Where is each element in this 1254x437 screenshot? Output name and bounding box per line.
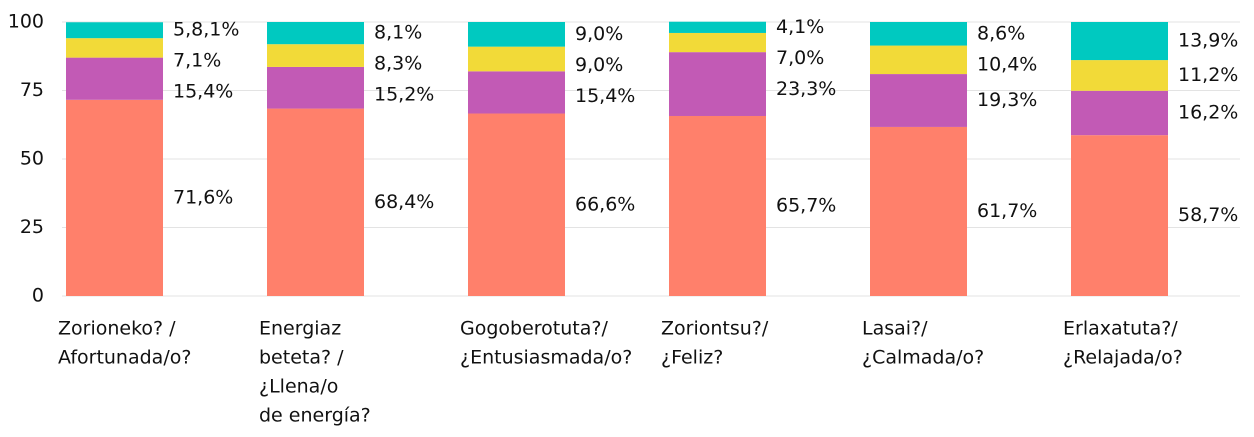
bar-segment	[1071, 22, 1168, 61]
x-tick-label: Zorioneko? /	[58, 318, 176, 340]
x-tick-label: Gogoberotuta?/	[460, 318, 608, 340]
data-label: 11,2%	[1178, 64, 1238, 86]
data-label: 8,1%	[374, 22, 422, 44]
bar-segment	[66, 57, 163, 100]
data-label: 61,7%	[977, 200, 1037, 222]
data-label: 15,4%	[575, 85, 635, 107]
bar-segment	[267, 22, 364, 45]
x-tick-label: Lasai?/	[862, 318, 928, 340]
bar-segment	[66, 99, 163, 296]
bar-segment	[267, 108, 364, 296]
y-tick-label: 25	[20, 216, 44, 238]
data-label: 4,1%	[776, 16, 824, 38]
data-label: 65,7%	[776, 194, 836, 216]
x-tick-label: de energía?	[259, 405, 371, 427]
bar-segment	[267, 66, 364, 109]
data-label: 15,4%	[173, 81, 233, 103]
data-label: 8,3%	[374, 53, 422, 75]
x-tick-label: beteta? /	[259, 347, 344, 369]
bar-segment	[669, 32, 766, 53]
x-tick-label: ¿Entusiasmada/o?	[460, 347, 632, 369]
x-tick-label: ¿Relajada/o?	[1063, 347, 1183, 369]
bar-segment	[468, 22, 565, 47]
y-tick-label: 75	[20, 79, 44, 101]
x-tick-label: ¿Feliz?	[661, 347, 723, 369]
x-tick-label: Afortunada/o?	[58, 347, 191, 369]
data-label: 19,3%	[977, 89, 1037, 111]
data-label: 13,9%	[1178, 30, 1238, 52]
bar-segment	[870, 74, 967, 127]
data-label: 15,2%	[374, 84, 434, 106]
y-tick-label: 0	[32, 285, 44, 307]
bar-segment	[870, 22, 967, 46]
data-label: 23,3%	[776, 78, 836, 100]
bar-segment	[468, 46, 565, 72]
bar-segment	[66, 22, 163, 39]
bar-segment	[669, 52, 766, 116]
x-tick-label: Energiaz	[259, 318, 341, 340]
bar-segment	[870, 45, 967, 75]
bar-segment	[870, 126, 967, 296]
bar-segment	[468, 113, 565, 297]
bar-segment	[1071, 90, 1168, 136]
x-tick-label: ¿Llena/o	[259, 376, 338, 398]
y-tick-label: 100	[8, 11, 44, 33]
data-label: 8,6%	[977, 22, 1025, 44]
data-label: 5,8,1%	[173, 19, 239, 41]
bar-segment	[468, 71, 565, 114]
data-label: 66,6%	[575, 193, 635, 215]
x-tick-label: Zoriontsu?/	[661, 318, 769, 340]
data-label: 10,4%	[977, 53, 1037, 75]
bar-segment	[1071, 135, 1168, 296]
data-label: 7,1%	[173, 50, 221, 72]
data-label: 58,7%	[1178, 204, 1238, 226]
data-label: 9,0%	[575, 23, 623, 45]
bar-segment	[669, 115, 766, 297]
data-label: 68,4%	[374, 191, 434, 213]
data-label: 7,0%	[776, 47, 824, 69]
data-label: 16,2%	[1178, 101, 1238, 123]
x-tick-label: ¿Calmada/o?	[862, 347, 984, 369]
data-label: 71,6%	[173, 186, 233, 208]
x-tick-label: Erlaxatuta?/	[1063, 318, 1178, 340]
bar-segment	[669, 21, 766, 33]
bar-segment	[66, 38, 163, 58]
bar-segment	[1071, 60, 1168, 91]
y-tick-label: 50	[20, 148, 44, 170]
bar-segment	[267, 44, 364, 67]
data-label: 9,0%	[575, 54, 623, 76]
